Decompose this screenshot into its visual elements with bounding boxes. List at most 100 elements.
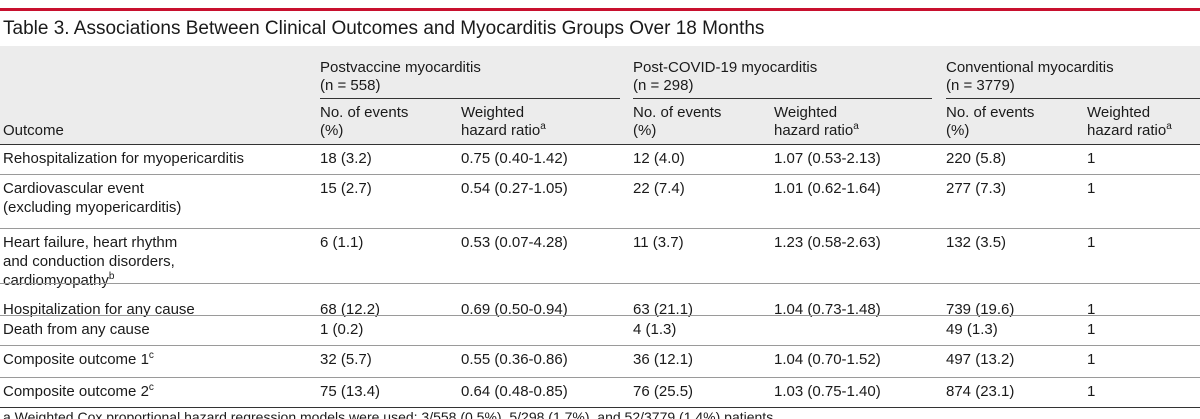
hazard-ratio-value: 1 xyxy=(1087,301,1096,318)
events-value: 22 (7.4) xyxy=(633,180,685,197)
header-bottom-rule xyxy=(0,144,1200,145)
footnote-marker: a xyxy=(853,121,859,132)
events-header-unit: (%) xyxy=(633,122,657,139)
outcome-label: (excluding myopericarditis) xyxy=(3,198,181,217)
table-bottom-rule xyxy=(0,407,1200,408)
group-name: Postvaccine myocarditis xyxy=(320,59,481,76)
events-value: 76 (25.5) xyxy=(633,383,694,400)
row-divider xyxy=(0,174,1200,175)
hazard-ratio-value: 0.54 (0.27-1.05) xyxy=(461,180,568,197)
outcome-label-text: Heart failure, heart rhythm xyxy=(3,234,178,251)
hazard-ratio-header-text: hazard ratio xyxy=(461,122,541,139)
hazard-ratio-value: 1 xyxy=(1087,321,1096,338)
events-value: 739 (19.6) xyxy=(946,301,1015,318)
hazard-ratio-header-text: hazard ratio xyxy=(1087,122,1167,139)
group-count: (n = 3779) xyxy=(946,77,1015,94)
events-value: 132 (3.5) xyxy=(946,234,1007,251)
hazard-ratio-header: Weighted xyxy=(461,104,525,121)
hazard-ratio-value: 1.01 (0.62-1.64) xyxy=(774,180,881,197)
events-value: 12 (4.0) xyxy=(633,150,685,167)
outcome-label-text: (excluding myopericarditis) xyxy=(3,199,182,216)
events-value: 75 (13.4) xyxy=(320,383,381,400)
outcome-label-text: and conduction disorders, xyxy=(3,253,175,270)
hazard-ratio-value: 1 xyxy=(1087,351,1096,368)
hazard-ratio-value: 0.53 (0.07-4.28) xyxy=(461,234,568,251)
events-header-unit: (%) xyxy=(320,122,344,139)
events-value: 49 (1.3) xyxy=(946,321,998,338)
hazard-ratio-value: 1.03 (0.75-1.40) xyxy=(774,383,881,400)
events-value: 1 (0.2) xyxy=(320,321,364,338)
footnote-marker: a xyxy=(540,121,546,132)
hazard-ratio-value: 1 xyxy=(1087,150,1096,167)
title-accent-rule xyxy=(0,8,1200,11)
outcome-header: Outcome xyxy=(3,122,64,139)
events-value: 36 (12.1) xyxy=(633,351,694,368)
row-divider xyxy=(0,283,1200,284)
group-name: Post-COVID-19 myocarditis xyxy=(633,59,818,76)
hazard-ratio-header-text: hazard ratio xyxy=(774,122,854,139)
outcome-label-text: Rehospitalization for myopericarditis xyxy=(3,150,244,167)
outcome-label: Composite outcome 1c xyxy=(3,350,154,369)
hazard-ratio-value: 0.69 (0.50-0.94) xyxy=(461,301,568,318)
events-value: 32 (5.7) xyxy=(320,351,372,368)
hazard-ratio-header-line2: hazard ratioa xyxy=(1087,121,1172,140)
hazard-ratio-value: 1 xyxy=(1087,180,1096,197)
events-value: 220 (5.8) xyxy=(946,150,1007,167)
group-count: (n = 298) xyxy=(633,77,694,94)
outcome-label: Hospitalization for any cause xyxy=(3,300,195,319)
group-count: (n = 558) xyxy=(320,77,381,94)
hazard-ratio-value: 1 xyxy=(1087,383,1096,400)
events-value: 277 (7.3) xyxy=(946,180,1007,197)
events-value: 63 (21.1) xyxy=(633,301,694,318)
outcome-label-text: Hospitalization for any cause xyxy=(3,301,195,318)
row-divider xyxy=(0,315,1200,316)
hazard-ratio-header: Weighted xyxy=(774,104,838,121)
outcome-label-text: Composite outcome 2 xyxy=(3,383,149,400)
events-header: No. of events xyxy=(633,104,722,121)
outcome-label: Rehospitalization for myopericarditis xyxy=(3,149,244,168)
events-header: No. of events xyxy=(320,104,409,121)
events-value: 11 (3.7) xyxy=(633,234,684,251)
hazard-ratio-value: 1.04 (0.70-1.52) xyxy=(774,351,881,368)
hazard-ratio-header: Weighted xyxy=(1087,104,1151,121)
footnote-marker: c xyxy=(148,350,154,361)
outcome-label: Composite outcome 2c xyxy=(3,382,154,401)
group-name: Conventional myocarditis xyxy=(946,59,1114,76)
hazard-ratio-value: 1.04 (0.73-1.48) xyxy=(774,301,881,318)
hazard-ratio-value: 0.55 (0.36-0.86) xyxy=(461,351,568,368)
outcome-label-text: Death from any cause xyxy=(3,321,150,338)
events-value: 15 (2.7) xyxy=(320,180,372,197)
events-value: 68 (12.2) xyxy=(320,301,381,318)
row-divider xyxy=(0,228,1200,229)
outcome-label: Heart failure, heart rhythm xyxy=(3,233,177,252)
footnote-marker: c xyxy=(148,382,154,393)
hazard-ratio-value: 1.07 (0.53-2.13) xyxy=(774,150,881,167)
hazard-ratio-value: 1.23 (0.58-2.63) xyxy=(774,234,881,251)
footnote-marker: a xyxy=(1166,121,1172,132)
hazard-ratio-value: 0.75 (0.40-1.42) xyxy=(461,150,568,167)
group-underline xyxy=(946,98,1200,99)
events-header-unit: (%) xyxy=(946,122,970,139)
row-divider xyxy=(0,377,1200,378)
outcome-label-text: cardiomyopathy xyxy=(3,272,109,289)
outcome-label: Cardiovascular event xyxy=(3,179,144,198)
group-underline xyxy=(320,98,620,99)
hazard-ratio-value: 1 xyxy=(1087,234,1096,251)
outcome-label: Death from any cause xyxy=(3,320,150,339)
table-footnote: a Weighted Cox proportional hazard regre… xyxy=(3,409,778,419)
outcome-label: and conduction disorders, xyxy=(3,252,175,271)
table-title: Table 3. Associations Between Clinical O… xyxy=(3,18,765,39)
outcome-label: cardiomyopathyb xyxy=(3,271,114,290)
events-value: 6 (1.1) xyxy=(320,234,364,251)
group-underline xyxy=(633,98,932,99)
outcome-label-text: Composite outcome 1 xyxy=(3,351,149,368)
row-divider xyxy=(0,345,1200,346)
hazard-ratio-header-line2: hazard ratioa xyxy=(774,121,859,140)
events-value: 497 (13.2) xyxy=(946,351,1015,368)
hazard-ratio-header-line2: hazard ratioa xyxy=(461,121,546,140)
events-value: 874 (23.1) xyxy=(946,383,1015,400)
table-header-band xyxy=(0,46,1200,145)
footnote-marker: b xyxy=(108,271,115,282)
events-value: 4 (1.3) xyxy=(633,321,677,338)
events-header: No. of events xyxy=(946,104,1035,121)
